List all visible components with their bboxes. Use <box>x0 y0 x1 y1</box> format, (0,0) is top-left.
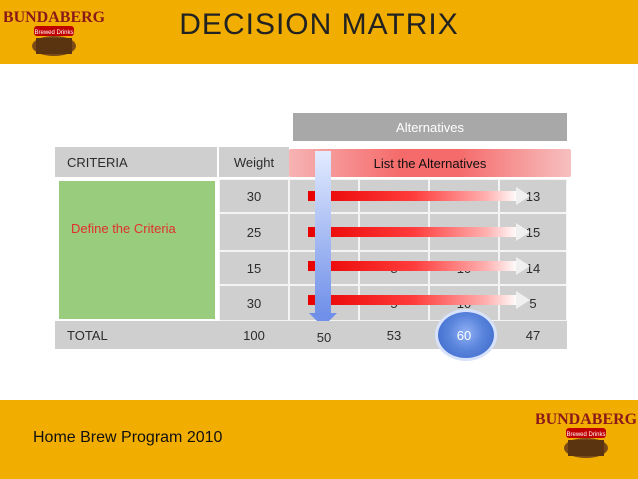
svg-text:BUNDABERG: BUNDABERG <box>536 411 636 428</box>
total-value: 53 <box>386 327 402 343</box>
best-choice-highlight <box>435 309 497 361</box>
arrowhead-icon <box>516 187 530 205</box>
alternatives-header: Alternatives <box>293 113 567 141</box>
header-bar <box>0 0 638 64</box>
total-value: 47 <box>525 327 541 343</box>
page-title: DECISION MATRIX <box>179 8 459 41</box>
total-weight: 100 <box>243 327 265 343</box>
svg-text:Brewed Drinks: Brewed Drinks <box>566 432 605 438</box>
arrow-down-icon <box>315 151 331 316</box>
arrow-right-icon <box>308 261 518 271</box>
weight-value: 30 <box>246 188 262 204</box>
list-alternatives-banner: List the Alternatives <box>289 149 571 177</box>
svg-text:BUNDABERG: BUNDABERG <box>4 9 104 26</box>
total-label: TOTAL <box>67 327 108 343</box>
arrow-right-icon <box>308 227 518 237</box>
footer-text: Home Brew Program 2010 <box>33 429 223 446</box>
arrow-right-icon <box>308 191 518 201</box>
weight-value: 25 <box>246 224 262 240</box>
criteria-area <box>57 179 217 321</box>
weight-value: 15 <box>246 260 262 276</box>
footer-bar <box>0 400 638 479</box>
svg-text:Brewed Drinks: Brewed Drinks <box>34 30 73 36</box>
arrow-right-icon <box>308 295 518 305</box>
score-value: 5 <box>529 295 537 311</box>
arrowhead-icon <box>516 291 530 309</box>
weight-header: Weight <box>219 147 289 177</box>
weight-cell: 30 <box>219 179 289 213</box>
weight-cell: 25 <box>219 213 289 251</box>
define-criteria-label: Define the Criteria <box>71 221 176 236</box>
weight-cell: 30 <box>219 285 289 321</box>
arrowhead-icon <box>516 223 530 241</box>
criteria-header: CRITERIA <box>55 147 217 177</box>
total-value-best: 60 <box>456 327 472 343</box>
bundaberg-logo: BUNDABERG Brewed Drinks <box>536 411 636 458</box>
bundaberg-logo: BUNDABERG Brewed Drinks <box>4 9 104 56</box>
weight-cell: 15 <box>219 251 289 285</box>
total-value: 50 <box>316 329 332 345</box>
decision-matrix: Alternatives CRITERIA Weight 30 25 15 30… <box>53 113 571 361</box>
weight-value: 30 <box>246 295 262 311</box>
arrowhead-icon <box>516 257 530 275</box>
